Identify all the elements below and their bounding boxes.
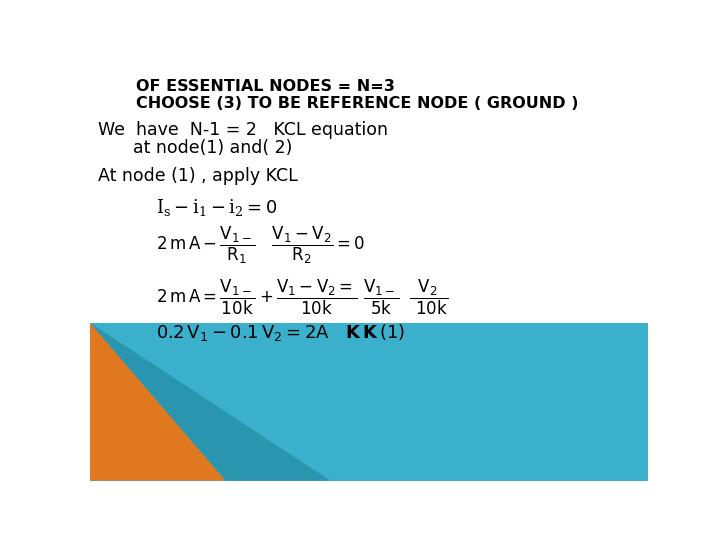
Text: CHOOSE (3) TO BE REFERENCE NODE ( GROUND ): CHOOSE (3) TO BE REFERENCE NODE ( GROUND… [137,96,579,111]
Text: $2\,\mathrm{m\,A} = \dfrac{\mathrm{V_{1-}}}{\mathrm{10k}} + \dfrac{\mathrm{V_1 -: $2\,\mathrm{m\,A} = \dfrac{\mathrm{V_{1-… [156,278,448,317]
Polygon shape [90,323,648,481]
Polygon shape [90,323,330,481]
Polygon shape [90,323,225,481]
Text: $0.2\,\mathrm{V_1} - 0.1\,\mathrm{V_2} = 2\mathrm{A}\quad\mathbf{K\,K}\,(1)$: $0.2\,\mathrm{V_1} - 0.1\,\mathrm{V_2} =… [156,322,405,343]
Text: OF ESSENTIAL NODES = N=3: OF ESSENTIAL NODES = N=3 [137,79,395,94]
Text: $2\,\mathrm{m\,A} - \dfrac{\mathrm{V_{1-}}}{\mathrm{R_1}}\quad\dfrac{\mathrm{V_1: $2\,\mathrm{m\,A} - \dfrac{\mathrm{V_{1-… [156,225,365,266]
Text: At node (1) , apply KCL: At node (1) , apply KCL [98,167,297,185]
Text: We  have  N-1 = 2   KCL equation: We have N-1 = 2 KCL equation [98,122,388,139]
Text: $\mathregular{I_s} - \mathregular{i_1} - \mathregular{i_2} = 0$: $\mathregular{I_s} - \mathregular{i_1} -… [156,197,277,218]
Text: at node(1) and( 2): at node(1) and( 2) [132,139,292,157]
